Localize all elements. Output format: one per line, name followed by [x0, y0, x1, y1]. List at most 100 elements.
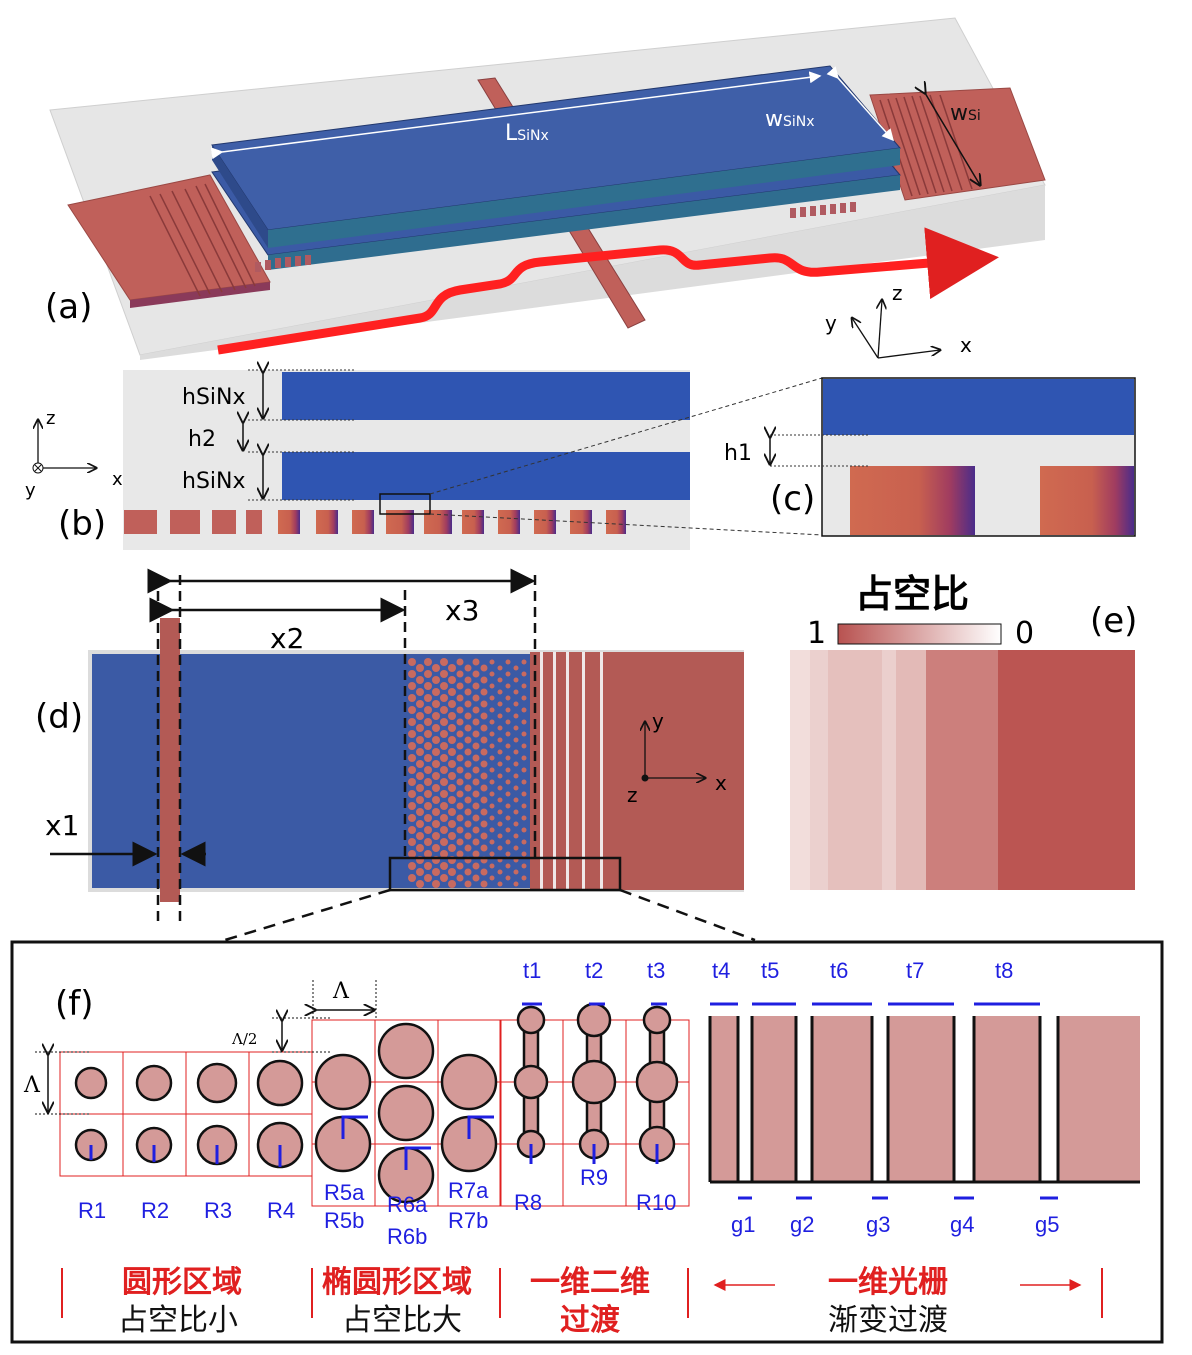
grating-tooth [888, 1016, 954, 1182]
grating-dot [489, 815, 495, 821]
grating-dot [448, 868, 456, 876]
region-label: R2 [141, 1198, 169, 1223]
svg-text:x: x [960, 333, 972, 357]
svg-text:z: z [627, 783, 638, 807]
grating-dot [513, 869, 519, 875]
region-label: R7b [448, 1208, 488, 1233]
grating-dot [472, 694, 480, 702]
grating-dot [440, 850, 448, 858]
grating-dot [424, 670, 432, 678]
grating-dot [472, 682, 480, 690]
grating-dot [408, 814, 416, 822]
grating-dot [497, 881, 503, 887]
grating-dot [440, 802, 448, 810]
grating-dot [521, 743, 527, 749]
grating-dot [497, 773, 503, 779]
grating-dot [440, 766, 448, 774]
grating-dot [521, 707, 527, 713]
grating-dot [505, 815, 511, 821]
grating-dot [480, 880, 488, 888]
grating-dot [521, 803, 527, 809]
grating-dot [521, 815, 527, 821]
grating-dot [448, 736, 456, 744]
grating-dot [440, 862, 448, 870]
hole-circle [513, 1064, 549, 1100]
grating-dot [456, 814, 464, 822]
grating-dot [497, 701, 503, 707]
lower-sinx-bar [282, 452, 690, 500]
grating-dot [521, 779, 527, 785]
grating-dot [513, 797, 519, 803]
grating-dot [489, 851, 495, 857]
grating-dot [513, 689, 519, 695]
grating-dot [448, 724, 456, 732]
grating-dot [416, 880, 424, 888]
grating-dot [464, 844, 472, 852]
panel-d: x3 x2 x1 y x z (d) [35, 568, 756, 942]
grating-dot [472, 802, 480, 810]
h-sinx-bottom-label: hSiNx [182, 469, 246, 494]
grating-dot [456, 862, 464, 870]
grating-dot [480, 796, 488, 804]
upper-sinx-bar [282, 372, 690, 420]
grating-dot [464, 796, 472, 804]
grating-dot [424, 814, 432, 822]
grating-dot [448, 796, 456, 804]
grating-dot [489, 755, 495, 761]
section4-title: 一维光栅 [828, 1265, 948, 1300]
grating-dot [513, 845, 519, 851]
grating-dot [472, 742, 480, 750]
grating-dot [408, 718, 416, 726]
grating-dot [408, 658, 416, 666]
grating-dot [440, 742, 448, 750]
grating-dot [513, 761, 519, 767]
grating-dot [489, 659, 495, 665]
label-g5: g5 [1035, 1212, 1059, 1237]
grating-dot [424, 658, 432, 666]
lambda-dim-left: Λ [23, 1052, 90, 1115]
grating-dot [464, 676, 472, 684]
grating-dot [456, 850, 464, 858]
grating-dot [489, 707, 495, 713]
grating-dot [440, 670, 448, 678]
region-label: R4 [267, 1198, 295, 1223]
grating-dot [432, 880, 440, 888]
grating-dot [480, 844, 488, 852]
grating-dot [416, 784, 424, 792]
grating-dot [424, 694, 432, 702]
grating-dot [521, 695, 527, 701]
panel-a-axes: z y x [825, 281, 972, 359]
section2-title: 椭圆形区域 [322, 1265, 472, 1300]
grating-tooth [710, 1016, 738, 1182]
grating-dot [424, 742, 432, 750]
grating-dot [472, 826, 480, 834]
grating-dot [480, 688, 488, 696]
svg-text:x: x [112, 469, 123, 490]
grating-dot [424, 706, 432, 714]
section3-title-1: 一维二维 [530, 1265, 650, 1300]
grating-dot [456, 706, 464, 714]
grating-dot [513, 725, 519, 731]
grating-dot [456, 838, 464, 846]
grating-dot [448, 808, 456, 816]
grating-dot [408, 874, 416, 882]
pillars-left [255, 255, 311, 272]
region-label: R6b [387, 1224, 427, 1249]
grating-dot [424, 790, 432, 798]
grating-dot [505, 875, 511, 881]
grating-dot [440, 658, 448, 666]
grating-dot [408, 862, 416, 870]
grating-dot [513, 701, 519, 707]
grating-dot [448, 700, 456, 708]
grating-dot [432, 808, 440, 816]
grating-dot [505, 743, 511, 749]
grating-dot [424, 778, 432, 786]
grating-dot [448, 784, 456, 792]
panel-e-label: (e) [1090, 601, 1137, 641]
grating-dot [513, 773, 519, 779]
svg-text:z: z [892, 281, 903, 305]
grating-dot [456, 790, 464, 798]
grating-tooth [812, 1016, 872, 1182]
x1-label: x1 [45, 809, 79, 842]
grating-dot [505, 779, 511, 785]
